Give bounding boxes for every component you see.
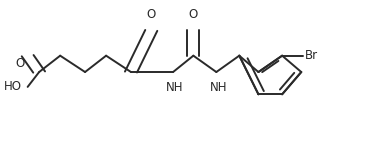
Text: O: O [15,57,25,70]
Text: NH: NH [209,81,227,94]
Text: Br: Br [305,49,318,62]
Text: O: O [147,9,156,21]
Text: HO: HO [4,80,22,93]
Text: NH: NH [166,81,184,94]
Text: O: O [189,9,198,21]
